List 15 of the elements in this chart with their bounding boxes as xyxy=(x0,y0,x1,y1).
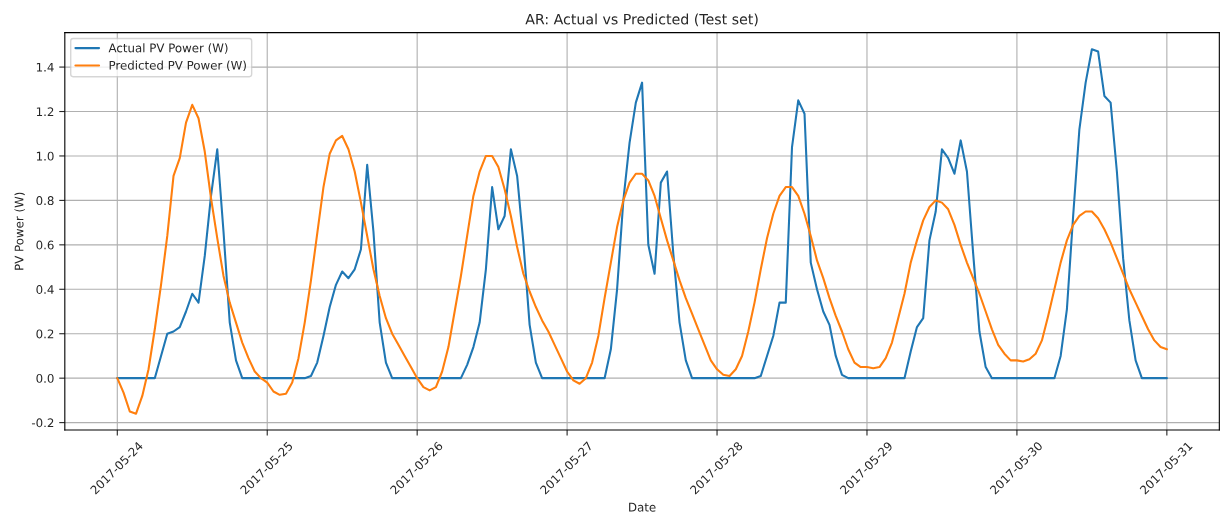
y-axis-title: PV Power (W) xyxy=(14,192,25,270)
y-tick-label: 1.0 xyxy=(36,151,54,161)
y-tick-label: 0.6 xyxy=(36,240,54,250)
x-axis-title: Date xyxy=(629,502,656,512)
y-tick-label: 1.2 xyxy=(36,107,54,116)
legend-label: Actual PV Power (W) xyxy=(108,43,228,54)
y-tick-label: 1.4 xyxy=(36,62,54,72)
legend-label: Predicted PV Power (W) xyxy=(109,60,246,72)
chart-title: AR: Actual vs Predicted (Test set) xyxy=(525,13,758,27)
line-series xyxy=(116,103,1168,415)
y-tick-label: 0.0 xyxy=(36,373,54,383)
y-tick-label: -0.2 xyxy=(31,418,54,428)
y-tick-label: 0.4 xyxy=(36,285,54,294)
y-tick-label: 0.2 xyxy=(36,329,54,339)
y-tick-label: 0.8 xyxy=(36,196,54,206)
